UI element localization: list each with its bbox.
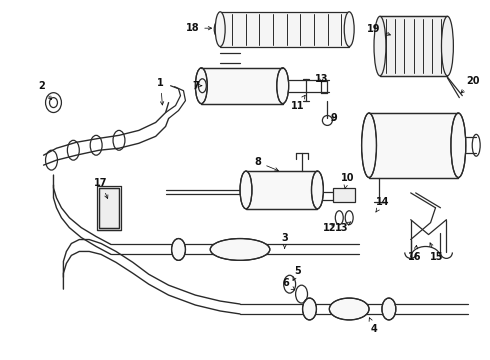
Text: 14: 14 bbox=[376, 197, 390, 212]
Ellipse shape bbox=[329, 298, 369, 320]
Ellipse shape bbox=[441, 16, 453, 76]
Text: 10: 10 bbox=[341, 173, 354, 189]
Text: 12: 12 bbox=[322, 222, 336, 233]
Ellipse shape bbox=[302, 298, 317, 320]
Text: 4: 4 bbox=[369, 318, 377, 334]
Text: 13: 13 bbox=[335, 222, 351, 233]
Bar bbox=[380, 16, 447, 76]
Bar bbox=[99, 188, 119, 228]
Ellipse shape bbox=[374, 16, 386, 76]
Ellipse shape bbox=[344, 12, 354, 46]
Ellipse shape bbox=[172, 239, 185, 260]
Text: 6: 6 bbox=[282, 278, 294, 290]
Text: 17: 17 bbox=[95, 178, 108, 198]
Text: 9: 9 bbox=[331, 113, 338, 123]
Text: 2: 2 bbox=[38, 81, 51, 100]
Bar bbox=[201, 68, 283, 104]
Text: 13: 13 bbox=[315, 74, 328, 84]
Bar bbox=[99, 188, 119, 228]
Ellipse shape bbox=[312, 171, 323, 209]
Text: 15: 15 bbox=[430, 243, 443, 262]
Ellipse shape bbox=[215, 12, 225, 46]
Text: 3: 3 bbox=[281, 233, 288, 248]
Ellipse shape bbox=[277, 68, 289, 104]
Bar bbox=[220, 12, 349, 46]
Text: 20: 20 bbox=[461, 76, 480, 93]
Text: 5: 5 bbox=[293, 266, 301, 280]
Ellipse shape bbox=[382, 298, 396, 320]
Text: 19: 19 bbox=[367, 24, 391, 35]
Ellipse shape bbox=[451, 113, 466, 177]
Bar bbox=[246, 171, 318, 209]
Text: 1: 1 bbox=[157, 78, 164, 105]
Ellipse shape bbox=[196, 68, 207, 104]
Ellipse shape bbox=[240, 171, 252, 209]
Ellipse shape bbox=[210, 239, 270, 260]
Text: 18: 18 bbox=[186, 23, 212, 33]
Text: 7: 7 bbox=[192, 81, 202, 91]
Text: 16: 16 bbox=[408, 246, 421, 262]
Text: 11: 11 bbox=[291, 95, 305, 111]
Ellipse shape bbox=[362, 113, 376, 177]
Text: 8: 8 bbox=[254, 157, 278, 171]
Bar bbox=[333, 188, 355, 202]
Bar bbox=[369, 113, 458, 177]
